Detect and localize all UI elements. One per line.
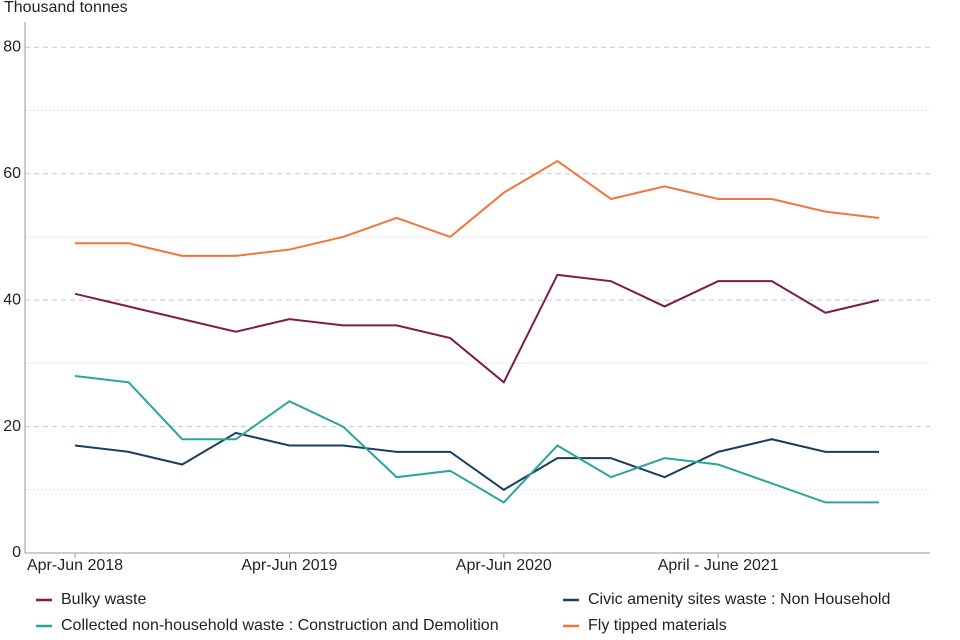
x-tick-label: Apr-Jun 2019 bbox=[241, 557, 337, 574]
series-line bbox=[74, 431, 879, 491]
legend-label: Civic amenity sites waste : Non Househol… bbox=[588, 591, 890, 608]
y-tick-label: 40 bbox=[3, 291, 21, 308]
x-tick-label: Apr-Jun 2020 bbox=[456, 557, 552, 574]
y-tick-label: 60 bbox=[3, 165, 21, 182]
series-line bbox=[75, 159, 880, 257]
y-tick-label: 80 bbox=[3, 39, 21, 56]
x-tick-label: Apr-Jun 2018 bbox=[27, 557, 123, 574]
series-line bbox=[74, 273, 880, 384]
legend-label: Collected non-household waste : Construc… bbox=[61, 617, 499, 634]
x-tick-label: April - June 2021 bbox=[658, 557, 779, 574]
y-tick-label: 0 bbox=[12, 544, 21, 561]
y-axis-label: Thousand tonnes bbox=[4, 0, 128, 16]
series-line bbox=[74, 375, 879, 504]
y-tick-label: 20 bbox=[3, 418, 21, 435]
legend-label: Fly tipped materials bbox=[588, 617, 727, 634]
legend-label: Bulky waste bbox=[61, 591, 146, 608]
